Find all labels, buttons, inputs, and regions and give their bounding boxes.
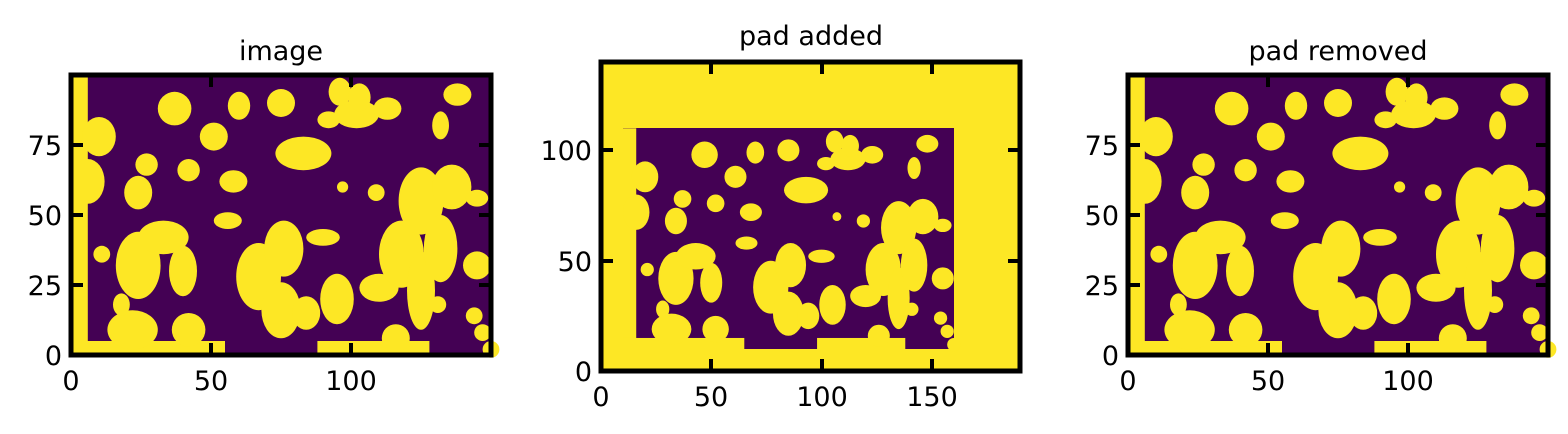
x-tick-label: 0 <box>62 366 79 397</box>
y-tick-label: 50 <box>1085 201 1119 232</box>
y-tick-label: 100 <box>540 136 592 167</box>
ticks <box>69 75 491 357</box>
x-tick-label: 50 <box>1251 366 1285 397</box>
axes-frame <box>598 59 1023 374</box>
x-tick-label: 100 <box>325 366 377 397</box>
x-tick-label: 50 <box>694 382 728 413</box>
x-tick-label: 0 <box>592 382 609 413</box>
y-tick-label: 75 <box>28 131 62 162</box>
x-tick-label: 100 <box>796 382 848 413</box>
panel-image: image 0 50 100 0 25 50 75 <box>28 36 500 397</box>
panel-pad-removed: pad removed 0 50 100 0 25 50 75 <box>1085 36 1557 397</box>
panel-pad-added: pad added 0 50 100 150 0 50 100 <box>540 21 1023 413</box>
y-tick-label: 25 <box>1085 271 1119 302</box>
ticks <box>599 62 1020 373</box>
y-tick-label: 50 <box>558 247 592 278</box>
y-tick-label: 0 <box>1102 341 1119 372</box>
y-tick-label: 0 <box>45 341 62 372</box>
ticks <box>1126 75 1548 357</box>
panel-title: pad removed <box>1248 36 1427 67</box>
y-tick-label: 25 <box>28 271 62 302</box>
panel-title: image <box>239 36 323 67</box>
y-tick-label: 0 <box>575 357 592 388</box>
y-tick-label: 75 <box>1085 131 1119 162</box>
x-tick-label: 150 <box>906 382 958 413</box>
panel-title: pad added <box>739 21 883 52</box>
y-tick-label: 50 <box>28 201 62 232</box>
x-tick-label: 0 <box>1119 366 1136 397</box>
x-tick-label: 50 <box>194 366 228 397</box>
x-tick-label: 100 <box>1382 366 1434 397</box>
